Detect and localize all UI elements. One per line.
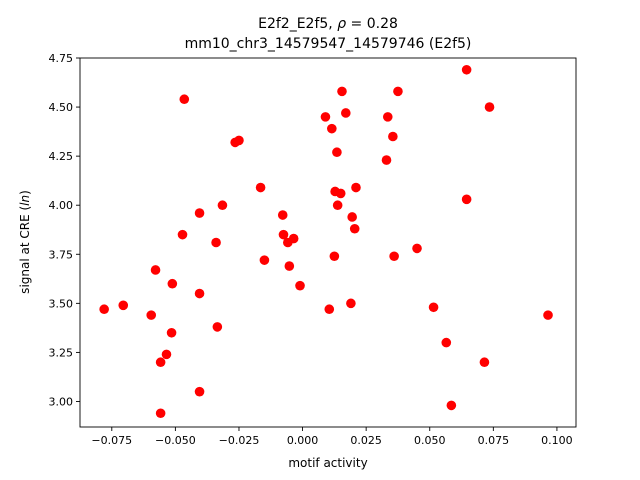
x-axis-ticks: −0.075 −0.050 −0.025 0.000 0.025 0.050 0.075 0.…	[91, 427, 573, 447]
y-tick-label: 3.00	[49, 395, 74, 408]
y-tick-label: 4.00	[49, 199, 74, 212]
data-point	[284, 261, 295, 271]
data-point	[288, 233, 299, 244]
data-point	[337, 86, 347, 97]
data-point	[349, 223, 360, 234]
data-point	[479, 357, 490, 368]
data-point	[412, 243, 422, 254]
data-point	[381, 155, 392, 165]
data-point	[150, 265, 161, 275]
data-point	[118, 300, 129, 311]
data-point	[388, 131, 398, 142]
x-tick-label: 0.000	[287, 434, 319, 447]
data-point	[441, 337, 452, 348]
y-tick-label: 3.50	[49, 297, 74, 310]
data-point	[335, 188, 346, 199]
data-point	[351, 182, 361, 193]
data-point	[327, 123, 337, 134]
data-point	[99, 304, 109, 315]
data-point	[277, 210, 288, 220]
data-point	[484, 102, 495, 112]
x-tick-label: −0.075	[91, 434, 132, 447]
data-point	[461, 64, 472, 75]
x-tick-label: −0.050	[155, 434, 196, 447]
x-tick-label: 0.100	[541, 434, 573, 447]
data-point	[341, 108, 351, 118]
data-point	[543, 310, 553, 320]
x-tick-label: 0.025	[350, 434, 382, 447]
x-tick-label: 0.075	[478, 434, 510, 447]
axes-frame	[79, 57, 577, 428]
y-tick-label: 4.50	[49, 101, 74, 114]
data-point	[155, 357, 166, 368]
data-point	[329, 251, 340, 262]
data-point	[161, 349, 172, 360]
data-point	[393, 86, 403, 97]
data-point	[234, 135, 244, 146]
data-point	[167, 278, 178, 289]
data-point	[389, 251, 399, 262]
data-point	[166, 327, 177, 338]
y-tick-label: 3.25	[49, 346, 74, 359]
data-point	[332, 200, 343, 211]
data-point	[295, 280, 305, 291]
y-tick-label: 3.75	[49, 248, 74, 261]
x-axis-label: motif activity	[288, 456, 367, 470]
data-point	[446, 400, 457, 411]
data-point	[278, 229, 289, 240]
data-point	[146, 310, 157, 320]
data-point	[177, 229, 188, 240]
data-point	[179, 94, 190, 105]
y-axis-label: signal at CRE (ln)	[18, 190, 32, 294]
data-point	[255, 182, 266, 193]
data-point	[194, 386, 205, 397]
x-tick-label: 0.050	[414, 434, 446, 447]
data-point	[320, 112, 331, 122]
data-point	[332, 147, 342, 158]
y-tick-label: 4.75	[49, 52, 74, 65]
data-point	[428, 302, 439, 313]
y-tick-label: 4.25	[49, 150, 74, 163]
data-point	[155, 408, 166, 419]
data-point	[194, 288, 205, 299]
data-point	[194, 208, 205, 218]
data-point	[212, 322, 223, 332]
data-point	[461, 194, 472, 205]
data-point	[217, 200, 228, 211]
data-points	[99, 64, 553, 419]
y-axis-ticks: 3.00 3.25 3.50 3.75 4.00 4.25 4.50 4.75	[49, 52, 80, 408]
data-point	[346, 298, 356, 309]
data-point	[324, 304, 335, 315]
x-tick-label: −0.025	[219, 434, 260, 447]
chart-title-line2: mm10_chr3_14579547_14579746 (E2f5)	[185, 36, 472, 52]
data-point	[382, 112, 393, 122]
data-point	[347, 212, 357, 222]
data-point	[211, 237, 221, 248]
data-point	[259, 255, 270, 265]
chart-title-line1: E2f2_E2f5, ρ = 0.28	[258, 16, 398, 32]
